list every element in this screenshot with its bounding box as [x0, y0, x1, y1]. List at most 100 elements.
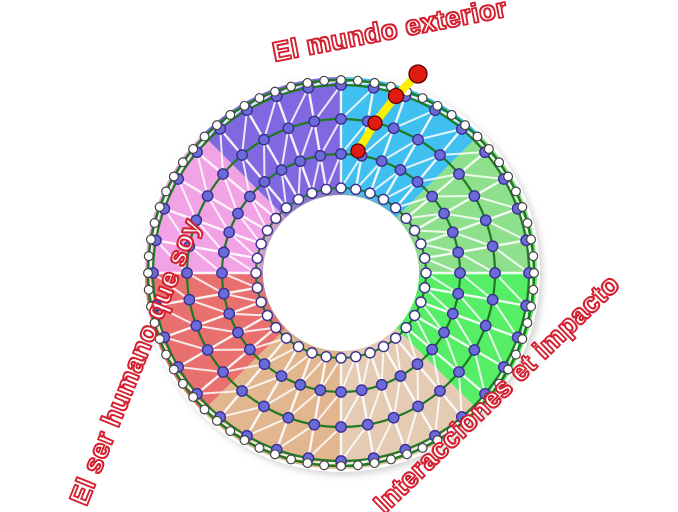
ring-node[interactable]	[201, 344, 214, 356]
highlight-node-3[interactable]	[387, 87, 405, 105]
ring-node[interactable]	[232, 207, 244, 220]
rim-node[interactable]	[177, 378, 188, 389]
rim-node[interactable]	[385, 454, 396, 465]
highlight-node-4[interactable]	[408, 64, 428, 84]
rim-node[interactable]	[211, 415, 222, 426]
ring-node[interactable]	[438, 207, 450, 220]
inner-ring-node[interactable]	[377, 193, 390, 206]
rim-node[interactable]	[302, 77, 313, 88]
rim-node[interactable]	[528, 268, 539, 279]
ring-node[interactable]	[223, 307, 236, 320]
ring-node[interactable]	[275, 370, 288, 382]
ring-node[interactable]	[216, 267, 228, 279]
inner-ring-node[interactable]	[292, 340, 305, 353]
ring-node[interactable]	[223, 226, 236, 239]
rim-node[interactable]	[319, 75, 330, 86]
rim-node[interactable]	[522, 317, 533, 328]
inner-ring-node[interactable]	[292, 193, 305, 206]
rim-node[interactable]	[352, 75, 363, 86]
ring-node[interactable]	[232, 326, 244, 339]
inner-ring-node[interactable]	[335, 352, 347, 364]
ring-node[interactable]	[294, 155, 307, 168]
rim-node[interactable]	[526, 234, 537, 245]
inner-ring-node[interactable]	[261, 309, 274, 322]
inner-ring-node[interactable]	[389, 332, 402, 344]
highlighted-path[interactable]	[350, 64, 428, 159]
rim-node[interactable]	[254, 442, 265, 453]
rim-node[interactable]	[239, 435, 250, 446]
ring-node[interactable]	[236, 149, 248, 161]
rim-node[interactable]	[336, 74, 347, 85]
rim-node[interactable]	[483, 392, 494, 403]
rim-node[interactable]	[494, 157, 505, 168]
inner-ring-node[interactable]	[377, 340, 390, 353]
inner-ring-node[interactable]	[280, 332, 293, 344]
ring-node[interactable]	[479, 214, 492, 227]
ring-node[interactable]	[361, 418, 374, 431]
inner-ring-node[interactable]	[389, 202, 402, 214]
rim-node[interactable]	[352, 460, 363, 471]
rim-node[interactable]	[145, 301, 156, 312]
ring-node[interactable]	[335, 421, 347, 433]
ring-node[interactable]	[426, 343, 439, 356]
rim-node[interactable]	[177, 157, 188, 168]
rim-node[interactable]	[269, 449, 280, 460]
inner-ring-node[interactable]	[335, 182, 347, 194]
ring-node[interactable]	[452, 246, 465, 259]
rim-node[interactable]	[472, 404, 483, 415]
rim-node[interactable]	[211, 120, 222, 131]
inner-ring-node[interactable]	[419, 252, 431, 264]
rim-node[interactable]	[522, 218, 533, 229]
rim-node[interactable]	[526, 301, 537, 312]
rim-node[interactable]	[460, 415, 471, 426]
inner-ring-node[interactable]	[419, 282, 431, 294]
rim-node[interactable]	[286, 454, 297, 465]
rim-node[interactable]	[517, 334, 528, 345]
ring-node[interactable]	[217, 168, 229, 180]
rim-node[interactable]	[143, 268, 154, 279]
rim-node[interactable]	[154, 201, 165, 212]
ring-node[interactable]	[468, 344, 481, 356]
ring-node[interactable]	[394, 370, 407, 382]
rim-node[interactable]	[239, 100, 250, 111]
ring-node[interactable]	[387, 122, 400, 135]
ring-node[interactable]	[434, 385, 446, 397]
rim-node[interactable]	[417, 442, 428, 453]
rim-node[interactable]	[145, 234, 156, 245]
inner-ring-node[interactable]	[255, 296, 267, 308]
ring-node[interactable]	[181, 267, 193, 279]
inner-ring-node[interactable]	[270, 321, 282, 334]
ring-node[interactable]	[294, 378, 307, 391]
ring-node[interactable]	[335, 148, 347, 160]
highlight-node-2[interactable]	[367, 115, 383, 131]
rim-node[interactable]	[168, 171, 179, 182]
ring-node[interactable]	[275, 164, 288, 176]
rim-node[interactable]	[199, 404, 210, 415]
ring-node[interactable]	[236, 385, 248, 397]
rim-node[interactable]	[149, 317, 160, 328]
rim-node[interactable]	[369, 77, 380, 88]
ring-node[interactable]	[308, 115, 321, 128]
ring-node[interactable]	[411, 175, 424, 188]
ring-node[interactable]	[446, 307, 459, 320]
ring-node[interactable]	[201, 190, 214, 202]
ring-node[interactable]	[258, 175, 271, 188]
rim-node[interactable]	[199, 131, 210, 142]
ring-node[interactable]	[434, 149, 446, 161]
inner-ring-node[interactable]	[320, 183, 332, 195]
rim-node[interactable]	[149, 218, 160, 229]
inner-ring-node[interactable]	[255, 238, 267, 250]
rim-node[interactable]	[319, 460, 330, 471]
rim-node[interactable]	[143, 251, 154, 262]
ring-node[interactable]	[314, 149, 327, 162]
rim-node[interactable]	[517, 201, 528, 212]
rim-node[interactable]	[510, 186, 521, 197]
ring-node[interactable]	[282, 411, 295, 424]
rim-node[interactable]	[302, 458, 313, 469]
ring-node[interactable]	[308, 418, 321, 431]
rim-node[interactable]	[336, 461, 347, 472]
rim-node[interactable]	[254, 93, 265, 104]
rim-node[interactable]	[286, 81, 297, 92]
ring-node[interactable]	[335, 113, 347, 125]
ring-node[interactable]	[486, 240, 499, 253]
